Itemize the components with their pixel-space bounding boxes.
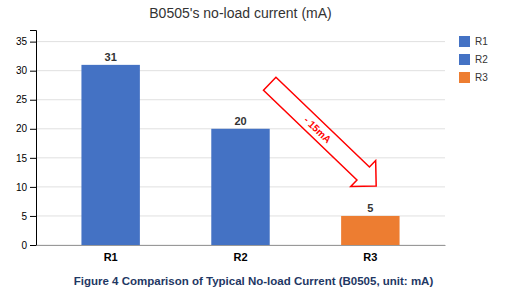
y-tick-label: 10 xyxy=(16,182,28,193)
data-label: 20 xyxy=(234,115,246,127)
y-tick-mark xyxy=(30,42,36,43)
legend-item: R1 xyxy=(459,36,488,47)
y-tick-mark xyxy=(30,245,36,246)
grid-line xyxy=(36,41,445,42)
x-tick: R3 xyxy=(363,245,377,263)
y-tick-label: 30 xyxy=(16,65,28,76)
annotation-text: - 15mA xyxy=(302,114,334,145)
y-tick-mark xyxy=(30,158,36,159)
y-tick: 5 xyxy=(21,211,36,222)
y-tick: 15 xyxy=(16,153,36,164)
plot: 0 5 10 15 20 25 30 35 R1 R2 R3 31 20 5 - 15mA xyxy=(16,31,446,263)
y-tick-label: 25 xyxy=(16,94,28,105)
y-tick: 25 xyxy=(16,94,36,105)
legend-item: R3 xyxy=(459,72,488,83)
title: B0505's no-load current (mA) xyxy=(149,5,331,21)
y-tick-label: 0 xyxy=(21,240,27,251)
x-tick: R2 xyxy=(233,245,247,263)
legend-swatch xyxy=(459,72,470,83)
y-axis-line xyxy=(30,31,37,246)
y-tick: 20 xyxy=(16,123,36,134)
legend-swatch xyxy=(459,36,470,47)
x-axis-line xyxy=(37,245,446,246)
bar xyxy=(211,129,269,245)
y-tick: 10 xyxy=(16,182,36,193)
y-tick-label: 35 xyxy=(16,36,28,47)
legend-label: R2 xyxy=(475,54,488,65)
y-tick-mark xyxy=(30,71,36,72)
x-axis: R1 R2 R3 xyxy=(37,245,446,263)
x-tick-label: R2 xyxy=(233,251,247,263)
y-tick-label: 20 xyxy=(16,123,28,134)
y-tick: 30 xyxy=(16,65,36,76)
y-axis: 0 5 10 15 20 25 30 35 xyxy=(16,31,37,251)
x-tick-label: R3 xyxy=(363,251,377,263)
grid xyxy=(36,42,445,245)
x-tick: R1 xyxy=(104,245,118,263)
legend-label: R3 xyxy=(475,72,488,83)
y-tick-label: 15 xyxy=(16,153,28,164)
bars xyxy=(81,65,399,245)
legend-swatch xyxy=(459,54,470,65)
y-tick: 35 xyxy=(16,36,36,47)
annotation: - 15mA xyxy=(257,71,388,199)
annotation-arrow xyxy=(257,71,388,199)
data-label: 5 xyxy=(367,202,373,214)
legend: R1 R2 R3 xyxy=(459,36,488,83)
caption: Figure 4 Comparison of Typical No-load C… xyxy=(74,275,434,287)
legend-item: R2 xyxy=(459,54,488,65)
y-tick-mark xyxy=(30,129,36,130)
y-tick-mark xyxy=(30,100,36,101)
chart: 0 5 10 15 20 25 30 35 R1 R2 R3 31 20 5 - 15mA R1 R2 R3 B05… xyxy=(0,0,507,293)
y-tick-label: 5 xyxy=(21,211,27,222)
data-label: 31 xyxy=(105,51,117,63)
y-tick: 0 xyxy=(21,240,36,251)
legend-label: R1 xyxy=(475,36,488,47)
x-tick-label: R1 xyxy=(104,251,118,263)
bar xyxy=(341,216,399,245)
y-tick-mark xyxy=(30,216,36,217)
bar xyxy=(81,65,139,245)
y-tick-mark xyxy=(30,187,36,188)
